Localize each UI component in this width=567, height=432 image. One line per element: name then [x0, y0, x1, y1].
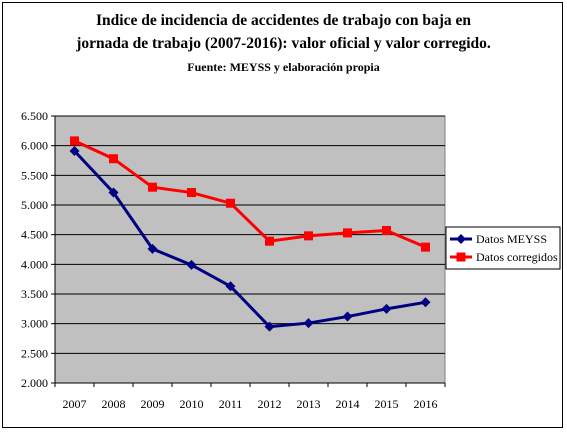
legend-marker-datos-meyss — [456, 234, 466, 244]
y-tick-label: 4.000 — [21, 257, 48, 271]
chart-subtitle: Fuente: MEYSS y elaboración propia — [187, 60, 380, 74]
y-tick-label: 4.500 — [21, 228, 48, 242]
data-point-datos-corregidos — [109, 154, 118, 164]
data-point-datos-corregidos — [148, 182, 157, 192]
data-point-datos-corregidos — [421, 242, 430, 252]
data-point-datos-corregidos — [265, 236, 274, 246]
data-point-datos-meyss — [108, 187, 119, 198]
data-point-datos-meyss — [225, 281, 236, 292]
x-tick-label: 2008 — [102, 397, 126, 411]
legend-label-datos-corregidos: Datos corregidos — [476, 250, 558, 264]
y-tick-label: 2.000 — [21, 376, 48, 390]
data-point-datos-meyss — [342, 311, 353, 322]
x-tick-label: 2007 — [63, 397, 87, 411]
x-tick-label: 2012 — [258, 397, 282, 411]
data-point-datos-corregidos — [226, 198, 235, 208]
data-point-datos-corregidos — [382, 226, 391, 236]
y-tick-label: 6.500 — [21, 109, 48, 123]
legend-label-datos-meyss: Datos MEYSS — [476, 232, 547, 246]
legend — [445, 226, 561, 270]
chart-title-line-1: Indice de incidencia de accidentes de tr… — [96, 12, 471, 29]
series-line-datos-meyss — [73, 149, 426, 329]
x-tick-label: 2011 — [219, 397, 243, 411]
x-tick-label: 2009 — [141, 397, 165, 411]
x-tick-label: 2013 — [297, 397, 321, 411]
x-tick-label: 2015 — [375, 397, 399, 411]
data-point-datos-meyss — [264, 321, 275, 332]
y-tick-label: 3.500 — [21, 287, 48, 301]
y-tick-label: 5.500 — [21, 168, 48, 182]
x-tick-label: 2010 — [180, 397, 204, 411]
x-tick-label: 2014 — [336, 397, 360, 411]
data-point-datos-meyss — [147, 243, 158, 254]
data-point-datos-meyss — [381, 303, 392, 314]
data-point-datos-corregidos — [187, 188, 196, 198]
chart-title-line-2: jornada de trabajo (2007-2016): valor of… — [76, 35, 491, 52]
y-tick-label: 5.000 — [21, 198, 48, 212]
data-point-datos-meyss — [420, 297, 431, 308]
y-tick-label: 6.000 — [21, 139, 48, 153]
data-point-datos-corregidos — [343, 228, 352, 238]
data-point-datos-meyss — [69, 146, 80, 157]
y-tick-label: 3.000 — [21, 317, 48, 331]
data-point-datos-meyss — [186, 259, 197, 270]
data-point-datos-meyss — [303, 318, 314, 329]
data-point-datos-corregidos — [304, 231, 313, 241]
data-point-datos-corregidos — [70, 136, 79, 146]
legend-marker-datos-corregidos — [456, 252, 466, 262]
series-line-datos-corregidos — [73, 139, 427, 249]
y-tick-label: 2.500 — [21, 346, 48, 360]
x-tick-label: 2016 — [414, 397, 438, 411]
